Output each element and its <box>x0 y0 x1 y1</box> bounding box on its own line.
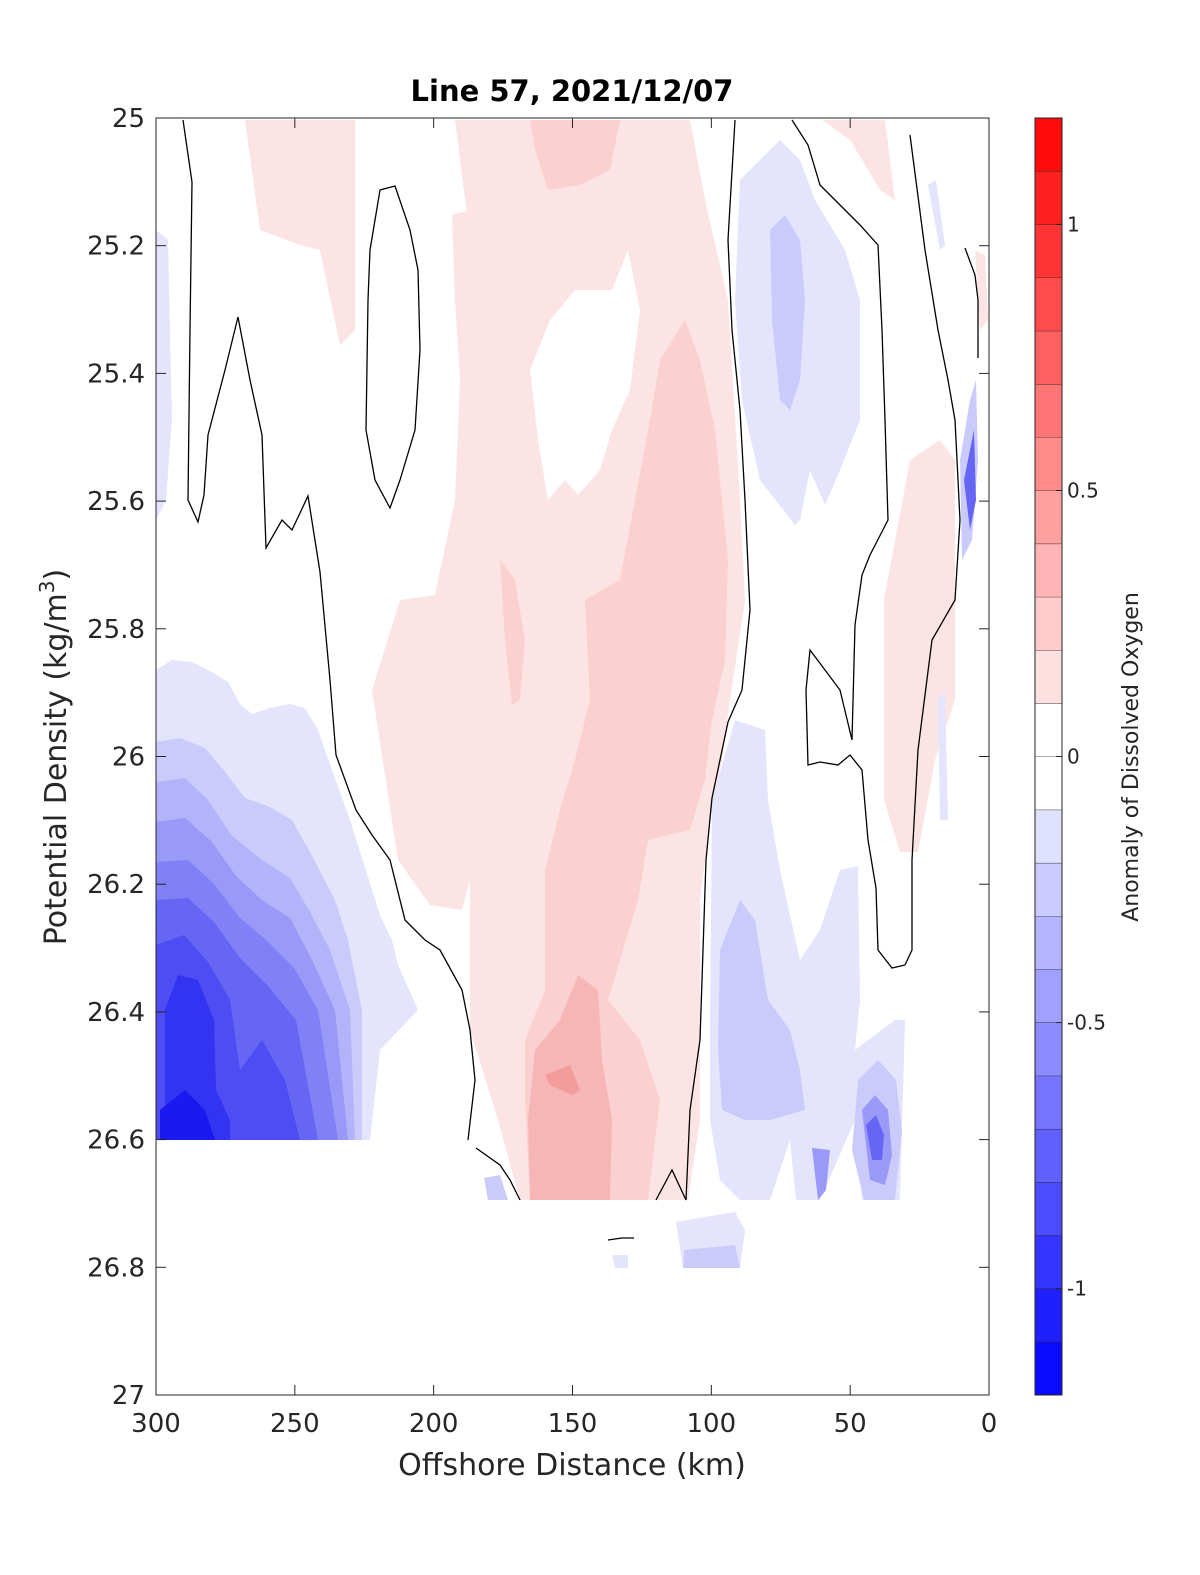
nearshore-neg-spike <box>812 1148 830 1200</box>
zero-contour-offshore <box>182 119 476 1141</box>
y-tick-label: 26.4 <box>87 998 145 1028</box>
nearshore-neg-deep-2 <box>718 900 805 1120</box>
y-tick-label: 26 <box>112 743 145 773</box>
colorbar-block <box>1035 809 1062 863</box>
y-tick-label: 25.6 <box>87 487 145 517</box>
colorbar-block <box>1035 650 1062 704</box>
zero-contour-deep-offshore <box>475 1147 521 1201</box>
colorbar-block <box>1035 330 1062 385</box>
colorbar-block <box>1035 384 1062 438</box>
colorbar-title: Anomaly of Dissolved Oxygen <box>1119 592 1144 922</box>
shelf-neg-strip <box>928 180 945 250</box>
x-tick-label: 50 <box>834 1409 867 1439</box>
zero-contour-loop <box>365 185 421 510</box>
nearshore-neg-deep-7 <box>683 1245 740 1268</box>
colorbar-block <box>1035 118 1062 172</box>
pos-anomaly-level-2-main <box>525 320 728 1200</box>
colorbar-block <box>1035 1182 1062 1236</box>
neg-anomaly-level-9 <box>160 1090 215 1140</box>
zero-contour-small <box>607 1237 634 1241</box>
colorbar-tick-label: -1 <box>1067 1277 1087 1301</box>
colorbar-block <box>1035 862 1062 917</box>
chart-title: Line 57, 2021/12/07 <box>411 74 734 108</box>
colorbar-ticks: -1 -0.5 0 0.5 1 <box>1056 212 1106 1301</box>
colorbar-block <box>1035 1288 1062 1342</box>
pos-anomaly-level-2-top <box>530 120 620 190</box>
pos-anomaly-main-level-1 <box>372 120 745 1200</box>
colorbar-block <box>1035 1341 1062 1395</box>
colorbar-block <box>1035 437 1062 491</box>
x-tick-label: 300 <box>131 1409 181 1439</box>
colorbar-block <box>1035 969 1062 1023</box>
zero-contour-lines <box>182 119 979 1241</box>
nearshore-neg-deep-5 <box>866 1115 884 1160</box>
pos-anomaly-level-2-side <box>500 560 525 705</box>
pos-anomaly-level-1 <box>245 120 355 345</box>
coastal-neg-2 <box>964 430 976 530</box>
y-axis-ticks: 25 25.2 25.4 25.6 25.8 26 26.2 26.4 26.6 26.8 27 <box>87 104 989 1411</box>
colorbar-block <box>1035 1022 1062 1076</box>
colorbar-tick-label: 0.5 <box>1067 478 1099 502</box>
neg-anomaly-upper-offshore <box>156 230 172 520</box>
y-tick-label: 27 <box>112 1381 145 1411</box>
y-tick-label: 25.2 <box>87 232 145 262</box>
y-axis-title-sup: 3 <box>35 580 59 593</box>
plot-area: 300 250 200 150 100 50 0 2525.225.425.625.8262… <box>87 104 997 1439</box>
colorbar-block <box>1035 756 1062 810</box>
x-tick-label: 0 <box>981 1409 998 1439</box>
pos-anomaly-coast <box>975 250 988 330</box>
y-tick-label: 26.8 <box>87 1253 145 1283</box>
shelf-neg-strip-2 <box>938 690 948 820</box>
zero-region-hole <box>530 250 640 500</box>
offshore-neg-small <box>484 1175 508 1200</box>
y-tick-label: 25.4 <box>87 359 145 389</box>
colorbar-tick-label: 1 <box>1067 212 1080 236</box>
contour-fill-layer <box>156 120 988 1268</box>
colorbar-block <box>1035 1235 1062 1289</box>
colorbar: -1 -0.5 0 0.5 1 Anomaly of Dissolved Oxygen <box>1034 117 1144 1396</box>
colorbar-blocks <box>1035 117 1062 1395</box>
colorbar-block <box>1035 1075 1062 1129</box>
colorbar-block <box>1035 1128 1062 1183</box>
pos-anomaly-nearshore-top <box>822 120 895 200</box>
x-tick-label: 200 <box>409 1409 459 1439</box>
zero-contour-coast <box>964 247 979 358</box>
colorbar-tick-label: 0 <box>1067 745 1080 769</box>
colorbar-block <box>1035 596 1062 651</box>
y-tick-label: 25.8 <box>87 615 145 645</box>
y-tick-label: 26.2 <box>87 870 145 900</box>
colorbar-block <box>1035 703 1062 757</box>
x-tick-label: 100 <box>687 1409 737 1439</box>
y-axis-title-main: Potential Density (kg/m <box>39 593 74 945</box>
colorbar-block <box>1035 277 1062 331</box>
colorbar-tick-label: -0.5 <box>1067 1011 1106 1035</box>
x-axis-title: Offshore Distance (km) <box>398 1448 746 1483</box>
zero-contour-nearshore <box>791 119 961 969</box>
y-tick-label: 25 <box>112 104 145 134</box>
mid-neg-tiny <box>612 1255 628 1268</box>
pos-anomaly-level-4 <box>545 1065 580 1095</box>
x-tick-label: 150 <box>548 1409 598 1439</box>
x-axis-ticks: 300 250 200 150 100 50 0 <box>131 118 997 1439</box>
y-tick-label: 26.6 <box>87 1126 145 1156</box>
y-axis-title: Potential Density (kg/m3) <box>35 569 74 945</box>
colorbar-block <box>1035 916 1062 970</box>
colorbar-block <box>1035 543 1062 597</box>
y-axis-title-close: ) <box>39 569 74 581</box>
nearshore-neg-upper-2 <box>770 215 805 410</box>
colorbar-block <box>1035 490 1062 544</box>
colorbar-block <box>1035 224 1062 278</box>
pos-anomaly-shelf <box>884 440 955 852</box>
x-tick-label: 250 <box>270 1409 320 1439</box>
colorbar-block <box>1035 171 1062 225</box>
zero-contour-middle <box>655 119 751 1201</box>
